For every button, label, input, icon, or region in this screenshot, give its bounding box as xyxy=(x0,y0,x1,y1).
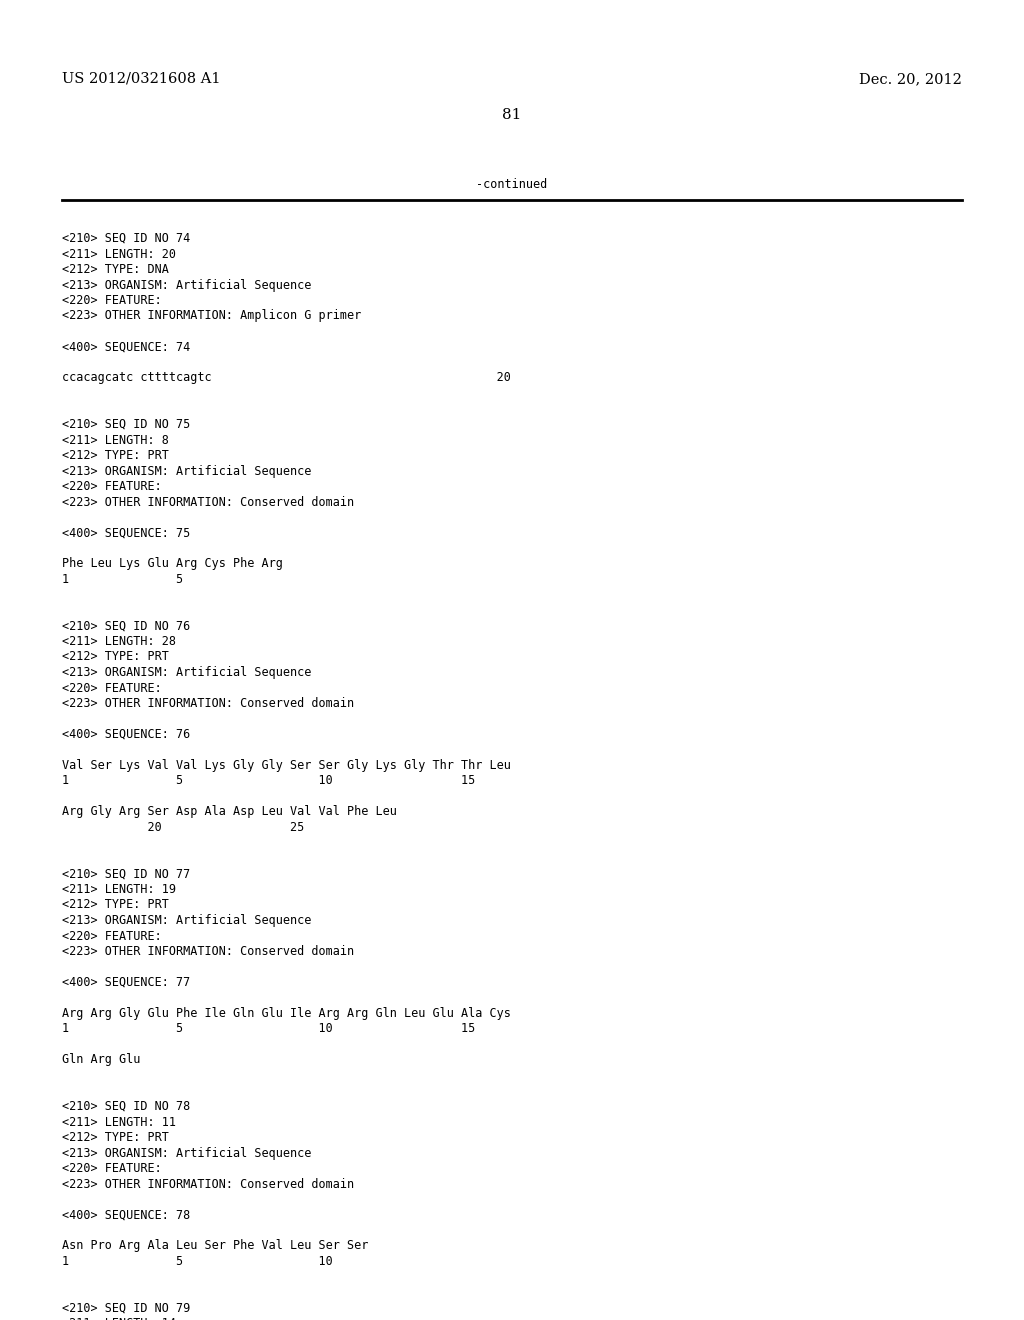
Text: <212> TYPE: PRT: <212> TYPE: PRT xyxy=(62,651,169,664)
Text: <400> SEQUENCE: 75: <400> SEQUENCE: 75 xyxy=(62,527,190,540)
Text: -continued: -continued xyxy=(476,178,548,191)
Text: <212> TYPE: PRT: <212> TYPE: PRT xyxy=(62,1131,169,1144)
Text: Val Ser Lys Val Val Lys Gly Gly Ser Ser Gly Lys Gly Thr Thr Leu: Val Ser Lys Val Val Lys Gly Gly Ser Ser … xyxy=(62,759,511,772)
Text: 20                  25: 20 25 xyxy=(62,821,304,834)
Text: 1               5                   10: 1 5 10 xyxy=(62,1255,333,1269)
Text: Arg Arg Gly Glu Phe Ile Gln Glu Ile Arg Arg Gln Leu Glu Ala Cys: Arg Arg Gly Glu Phe Ile Gln Glu Ile Arg … xyxy=(62,1007,511,1020)
Text: <220> FEATURE:: <220> FEATURE: xyxy=(62,480,162,492)
Text: <220> FEATURE:: <220> FEATURE: xyxy=(62,681,162,694)
Text: <211> LENGTH: 8: <211> LENGTH: 8 xyxy=(62,433,169,446)
Text: <223> OTHER INFORMATION: Conserved domain: <223> OTHER INFORMATION: Conserved domai… xyxy=(62,697,354,710)
Text: <212> TYPE: PRT: <212> TYPE: PRT xyxy=(62,899,169,912)
Text: Dec. 20, 2012: Dec. 20, 2012 xyxy=(859,73,962,86)
Text: 1               5                   10                  15: 1 5 10 15 xyxy=(62,775,475,788)
Text: <213> ORGANISM: Artificial Sequence: <213> ORGANISM: Artificial Sequence xyxy=(62,1147,311,1159)
Text: 1               5: 1 5 xyxy=(62,573,183,586)
Text: 1               5                   10                  15: 1 5 10 15 xyxy=(62,1023,475,1035)
Text: <220> FEATURE:: <220> FEATURE: xyxy=(62,929,162,942)
Text: <223> OTHER INFORMATION: Conserved domain: <223> OTHER INFORMATION: Conserved domai… xyxy=(62,945,354,958)
Text: ccacagcatc cttttcagtc                                        20: ccacagcatc cttttcagtc 20 xyxy=(62,371,511,384)
Text: <223> OTHER INFORMATION: Amplicon G primer: <223> OTHER INFORMATION: Amplicon G prim… xyxy=(62,309,361,322)
Text: <213> ORGANISM: Artificial Sequence: <213> ORGANISM: Artificial Sequence xyxy=(62,667,311,678)
Text: <213> ORGANISM: Artificial Sequence: <213> ORGANISM: Artificial Sequence xyxy=(62,465,311,478)
Text: 81: 81 xyxy=(503,108,521,121)
Text: <211> LENGTH: 11: <211> LENGTH: 11 xyxy=(62,1115,176,1129)
Text: <210> SEQ ID NO 77: <210> SEQ ID NO 77 xyxy=(62,867,190,880)
Text: <211> LENGTH: 19: <211> LENGTH: 19 xyxy=(62,883,176,896)
Text: <210> SEQ ID NO 79: <210> SEQ ID NO 79 xyxy=(62,1302,190,1315)
Text: <212> TYPE: PRT: <212> TYPE: PRT xyxy=(62,449,169,462)
Text: <210> SEQ ID NO 78: <210> SEQ ID NO 78 xyxy=(62,1100,190,1113)
Text: <210> SEQ ID NO 76: <210> SEQ ID NO 76 xyxy=(62,619,190,632)
Text: <213> ORGANISM: Artificial Sequence: <213> ORGANISM: Artificial Sequence xyxy=(62,279,311,292)
Text: <400> SEQUENCE: 76: <400> SEQUENCE: 76 xyxy=(62,729,190,741)
Text: <400> SEQUENCE: 77: <400> SEQUENCE: 77 xyxy=(62,975,190,989)
Text: <220> FEATURE:: <220> FEATURE: xyxy=(62,1162,162,1175)
Text: <223> OTHER INFORMATION: Conserved domain: <223> OTHER INFORMATION: Conserved domai… xyxy=(62,495,354,508)
Text: <211> LENGTH: 28: <211> LENGTH: 28 xyxy=(62,635,176,648)
Text: Phe Leu Lys Glu Arg Cys Phe Arg: Phe Leu Lys Glu Arg Cys Phe Arg xyxy=(62,557,283,570)
Text: <210> SEQ ID NO 74: <210> SEQ ID NO 74 xyxy=(62,232,190,246)
Text: Gln Arg Glu: Gln Arg Glu xyxy=(62,1053,140,1067)
Text: <400> SEQUENCE: 74: <400> SEQUENCE: 74 xyxy=(62,341,190,354)
Text: Asn Pro Arg Ala Leu Ser Phe Val Leu Ser Ser: Asn Pro Arg Ala Leu Ser Phe Val Leu Ser … xyxy=(62,1239,369,1253)
Text: <213> ORGANISM: Artificial Sequence: <213> ORGANISM: Artificial Sequence xyxy=(62,913,311,927)
Text: <210> SEQ ID NO 75: <210> SEQ ID NO 75 xyxy=(62,418,190,432)
Text: <223> OTHER INFORMATION: Conserved domain: <223> OTHER INFORMATION: Conserved domai… xyxy=(62,1177,354,1191)
Text: <211> LENGTH: 14: <211> LENGTH: 14 xyxy=(62,1317,176,1320)
Text: <212> TYPE: DNA: <212> TYPE: DNA xyxy=(62,263,169,276)
Text: <211> LENGTH: 20: <211> LENGTH: 20 xyxy=(62,248,176,260)
Text: Arg Gly Arg Ser Asp Ala Asp Leu Val Val Phe Leu: Arg Gly Arg Ser Asp Ala Asp Leu Val Val … xyxy=(62,805,397,818)
Text: <220> FEATURE:: <220> FEATURE: xyxy=(62,294,162,308)
Text: <400> SEQUENCE: 78: <400> SEQUENCE: 78 xyxy=(62,1209,190,1221)
Text: US 2012/0321608 A1: US 2012/0321608 A1 xyxy=(62,73,220,86)
